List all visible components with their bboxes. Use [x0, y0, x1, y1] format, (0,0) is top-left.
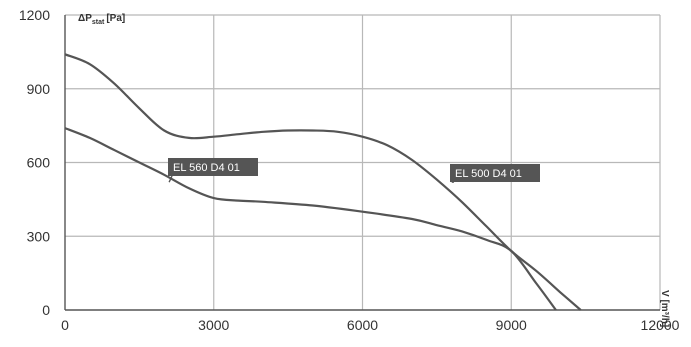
x-tick-label: 0 — [61, 317, 69, 333]
series-label-callout: EL 560 D4 01 — [168, 158, 258, 183]
x-tick-label: 12000 — [641, 317, 680, 333]
x-tick-label: 3000 — [198, 317, 229, 333]
x-tick-label: 6000 — [347, 317, 378, 333]
y-tick-label: 1200 — [19, 7, 50, 23]
y-axis-label-unit: [Pa] — [106, 13, 125, 24]
callout-box — [450, 164, 540, 182]
y-tick-label: 0 — [42, 302, 50, 318]
y-tick-label: 900 — [27, 81, 51, 97]
y-axis-label-sub: stat — [92, 19, 105, 26]
series-line-2 — [64, 127, 557, 311]
callout-box — [168, 158, 258, 176]
series-line-1 — [64, 53, 582, 311]
y-axis-label: ΔPstat [Pa] — [78, 13, 125, 26]
x-tick-label: 9000 — [496, 317, 527, 333]
series-label: EL 560 D4 01 — [173, 162, 240, 174]
x-axis-label: V [m³/h] — [659, 290, 670, 327]
series-label-callout: EL 500 D4 01 — [450, 164, 540, 183]
y-axis-label-main: ΔP — [78, 13, 92, 24]
series-label: EL 500 D4 01 — [455, 168, 522, 180]
y-tick-label: 600 — [27, 155, 51, 171]
y-tick-label: 300 — [27, 228, 51, 244]
callout-leader — [168, 175, 173, 183]
